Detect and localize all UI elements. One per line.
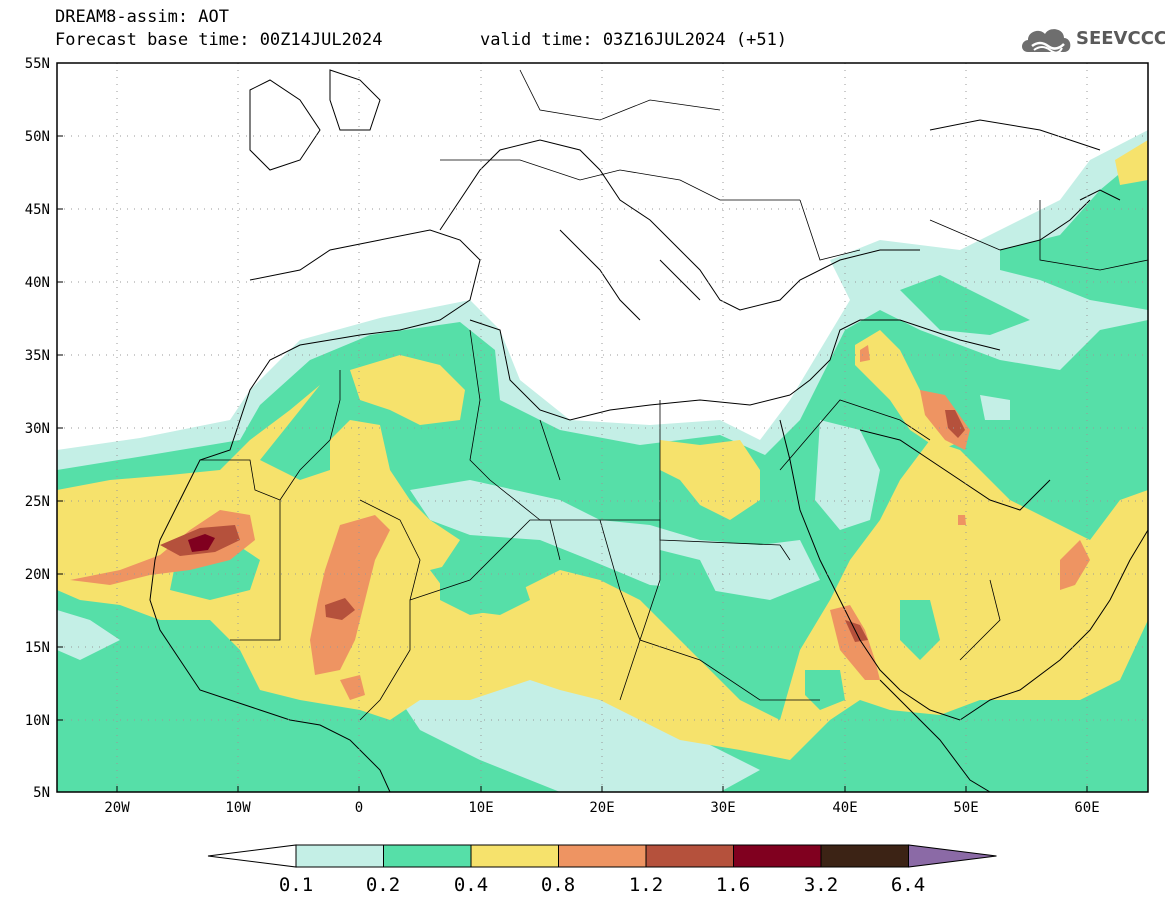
country-borders xyxy=(200,69,1148,721)
lon-label: 0 xyxy=(355,800,363,816)
colorbar-label: 1.6 xyxy=(716,874,750,896)
lon-label: 20E xyxy=(589,800,614,816)
colorbar-label: 1.2 xyxy=(629,874,663,896)
coastlines xyxy=(149,69,1148,792)
lat-label: 50N xyxy=(25,129,50,145)
lon-label: 40E xyxy=(832,800,857,816)
lat-label: 30N xyxy=(25,421,50,437)
colorbar-label: 0.1 xyxy=(279,874,313,896)
cloud-icon xyxy=(1022,29,1071,54)
colorbar-swatch xyxy=(383,844,472,868)
lat-label: 5N xyxy=(33,785,50,801)
lat-label: 55N xyxy=(25,56,50,72)
colorbar-swatch xyxy=(820,844,909,868)
colorbar-swatch xyxy=(470,844,559,868)
lat-label: 35N xyxy=(25,348,50,364)
aot-field-1.6 xyxy=(188,534,215,552)
graticule xyxy=(57,63,1148,792)
lon-axis: 20W 10W 0 10E 20E 30E 40E 50E 60E xyxy=(104,786,1100,816)
lat-label: 45N xyxy=(25,202,50,218)
map-title: DREAM8-assim: AOT xyxy=(55,7,229,27)
colorbar-swatch xyxy=(295,844,384,868)
colorbar-swatch xyxy=(645,844,734,868)
colorbar-swatch xyxy=(733,844,822,868)
colorbar-swatch-high xyxy=(908,844,997,868)
lat-label: 25N xyxy=(25,494,50,510)
lat-label: 10N xyxy=(25,713,50,729)
map-area xyxy=(57,63,1148,792)
lon-label: 10E xyxy=(468,800,493,816)
colorbar: 0.1 0.2 0.4 0.8 1.2 1.6 3.2 6.4 xyxy=(207,844,997,896)
colorbar-label: 3.2 xyxy=(804,874,838,896)
valid-time: valid time: 03Z16JUL2024 (+51) xyxy=(480,30,788,50)
lon-label: 60E xyxy=(1074,800,1099,816)
lat-label: 15N xyxy=(25,640,50,656)
lon-label: 10W xyxy=(225,800,251,816)
seevccc-logo: SEEVCCC xyxy=(1018,22,1165,58)
colorbar-label: 0.4 xyxy=(454,874,488,896)
lat-label: 20N xyxy=(25,567,50,583)
aot-field-0.2-inner xyxy=(170,540,940,710)
lat-label: 40N xyxy=(25,275,50,291)
colorbar-label: 6.4 xyxy=(891,874,925,896)
lon-label: 50E xyxy=(953,800,978,816)
colorbar-swatch-low xyxy=(207,844,297,868)
lat-axis: 55N 50N 45N 40N 35N 30N 25N 20N 15N 10N … xyxy=(25,56,63,801)
logo-text: SEEVCCC xyxy=(1076,28,1165,49)
colorbar-label: 0.8 xyxy=(541,874,575,896)
colorbar-swatches xyxy=(207,844,997,868)
lon-label: 20W xyxy=(104,800,130,816)
colorbar-label: 0.2 xyxy=(366,874,400,896)
colorbar-swatch xyxy=(558,844,647,868)
lon-label: 30E xyxy=(710,800,735,816)
forecast-base-time: Forecast base time: 00Z14JUL2024 xyxy=(55,30,383,50)
